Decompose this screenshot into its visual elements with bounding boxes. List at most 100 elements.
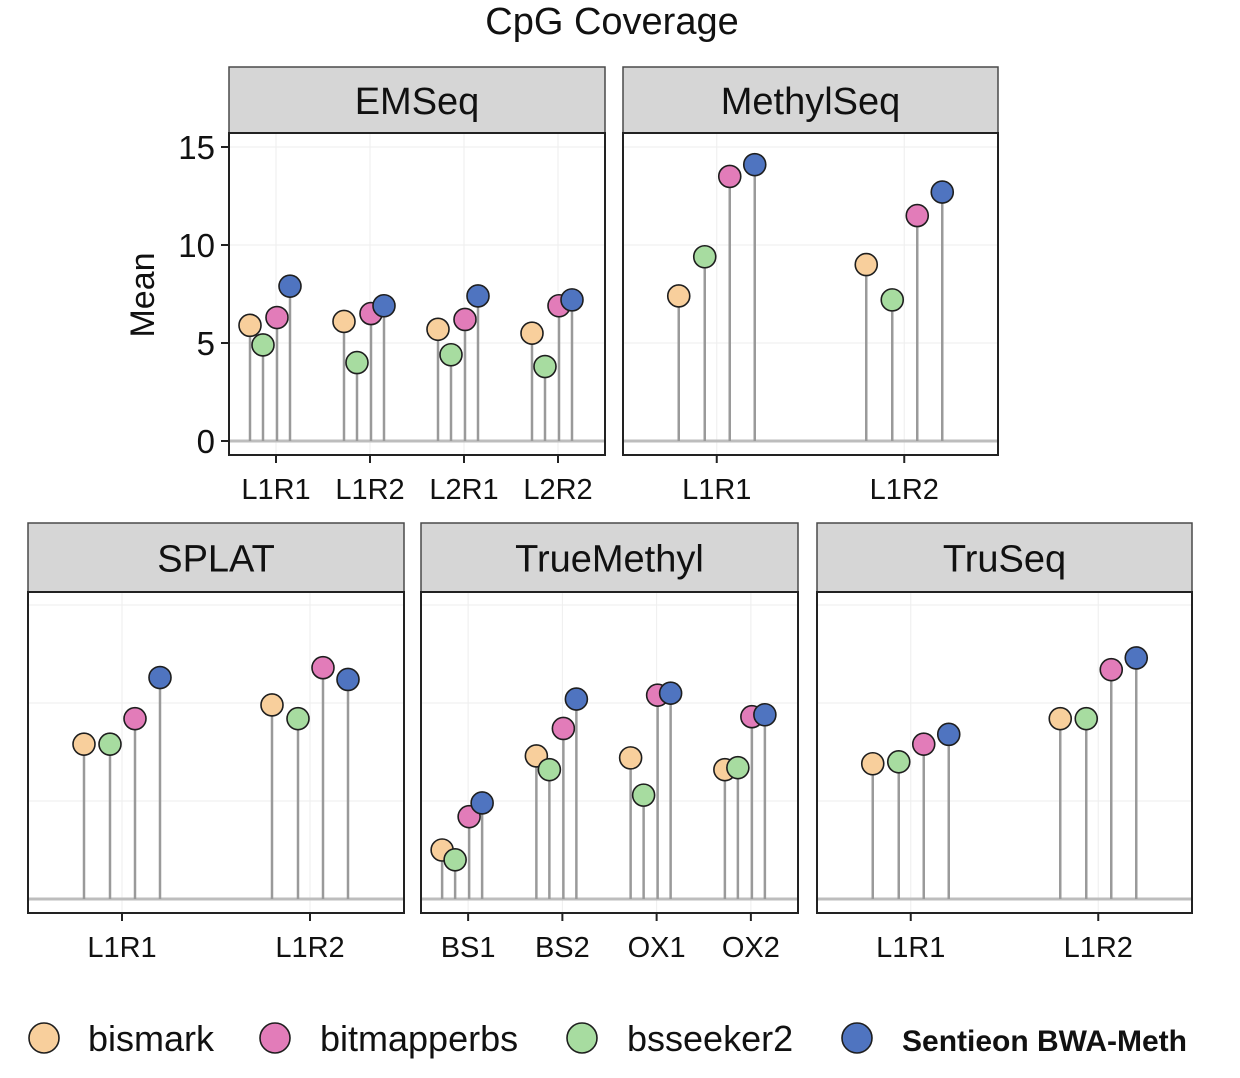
point-sentieon-bwa-meth	[658, 681, 683, 706]
point-bitmapperbs	[717, 164, 742, 189]
facet-strip-methylseq	[622, 66, 999, 134]
legend-swatch-sentieon-bwa-meth	[841, 1022, 873, 1054]
point-bsseeker2	[286, 706, 310, 731]
point-bsseeker2	[631, 783, 656, 807]
facet-truemethyl: TrueMethyl BS1 BS2 OX1 OX2	[420, 522, 799, 964]
x-tick-label: L1R2	[1064, 932, 1133, 964]
x-tick-label: OX1	[628, 932, 686, 964]
facet-strip-truemethyl	[420, 522, 799, 593]
point-sentieon-bwa-meth	[148, 665, 172, 690]
y-tick-label: 10	[178, 227, 215, 264]
point-sentieon-bwa-meth	[560, 288, 584, 312]
legend-item-bismark: bismark	[28, 1018, 215, 1059]
legend-item-sentieon-bwa-meth: Sentieon BWA-Meth	[841, 1022, 1187, 1058]
point-bismark	[332, 309, 356, 334]
x-tick-label: L1R1	[876, 932, 945, 964]
point-bsseeker2	[443, 847, 467, 872]
point-sentieon-bwa-meth	[753, 702, 777, 727]
point-bsseeker2	[537, 757, 562, 782]
legend-label-sentieon-bwa-meth: Sentieon BWA-Meth	[902, 1025, 1187, 1058]
point-bsseeker2	[726, 755, 750, 780]
point-bsseeker2	[439, 342, 463, 367]
facet-label-truemethyl: TrueMethyl	[515, 539, 704, 581]
legend-item-bitmapperbs: bitmapperbs	[259, 1018, 518, 1059]
legend-item-bsseeker2: bsseeker2	[566, 1018, 793, 1059]
x-tick-label: BS2	[535, 932, 590, 964]
point-bsseeker2	[1074, 706, 1099, 731]
x-tick-label: L1R1	[241, 474, 310, 506]
point-sentieon-bwa-meth	[466, 284, 490, 308]
panel-frame	[816, 591, 1193, 914]
point-bitmapperbs	[1099, 657, 1124, 682]
point-bitmapperbs	[123, 706, 147, 731]
point-sentieon-bwa-meth	[936, 722, 961, 747]
point-bismark	[860, 751, 885, 776]
panel-frame	[622, 132, 999, 456]
point-bsseeker2	[886, 749, 911, 774]
y-tick-label: 0	[197, 423, 215, 460]
legend-swatch-bismark	[28, 1022, 60, 1054]
x-tick-label: L1R1	[87, 932, 156, 964]
point-bitmapperbs	[911, 732, 936, 756]
point-bitmapperbs	[265, 305, 289, 330]
legend-label-bitmapperbs: bitmapperbs	[320, 1018, 518, 1059]
facet-splat: SPLAT L1R1 L1R2	[27, 522, 405, 964]
point-bsseeker2	[98, 732, 122, 756]
x-tick-label: BS1	[441, 932, 496, 964]
point-bismark	[72, 732, 96, 756]
point-sentieon-bwa-meth	[930, 180, 955, 204]
point-bismark	[854, 252, 879, 277]
panel-frame	[27, 591, 405, 914]
facet-label-emseq: EMSeq	[355, 81, 480, 123]
legend-swatch-bitmapperbs	[259, 1022, 291, 1054]
legend-label-bismark: bismark	[88, 1018, 215, 1059]
point-bsseeker2	[251, 333, 275, 357]
point-bsseeker2	[692, 244, 717, 269]
facet-label-truseq: TruSeq	[943, 539, 1066, 581]
point-bismark	[618, 746, 643, 770]
x-tick-label: L1R1	[682, 474, 751, 506]
x-tick-label: OX2	[722, 932, 780, 964]
point-bismark	[1048, 706, 1073, 731]
y-tick-label: 15	[178, 129, 215, 166]
chart-title: CpG Coverage	[485, 1, 738, 43]
x-tick-label: L2R1	[429, 474, 498, 506]
facet-strip-splat	[27, 522, 405, 593]
point-sentieon-bwa-meth	[564, 687, 589, 711]
point-bitmapperbs	[551, 716, 576, 741]
facet-truseq: TruSeq L1R1 L1R2	[816, 522, 1193, 964]
point-bsseeker2	[345, 350, 369, 375]
point-sentieon-bwa-meth	[372, 293, 396, 318]
point-bismark	[666, 284, 691, 308]
legend: bismark bitmapperbs bsseeker2 Sentieon BWA-…	[28, 1018, 1187, 1059]
facet-panels: EMSeq L1R1 L1R2 L2R1 L2R2 0 5 10 15 MethylSeq L1R1…	[27, 66, 1193, 964]
point-sentieon-bwa-meth	[470, 791, 494, 815]
facet-strip-truseq	[816, 522, 1193, 593]
x-tick-label: L1R2	[335, 474, 404, 506]
panel-frame	[420, 591, 799, 914]
point-bismark	[238, 313, 262, 338]
point-bsseeker2	[533, 354, 557, 379]
legend-label-bsseeker2: bsseeker2	[627, 1018, 793, 1059]
panel-frame	[228, 132, 606, 456]
y-tick-label: 5	[197, 325, 215, 362]
x-tick-label: L1R2	[275, 932, 344, 964]
point-sentieon-bwa-meth	[336, 667, 360, 692]
facet-emseq: EMSeq L1R1 L1R2 L2R1 L2R2 0 5 10 15	[178, 66, 606, 506]
point-sentieon-bwa-meth	[278, 274, 302, 298]
facet-label-methylseq: MethylSeq	[721, 81, 901, 123]
point-sentieon-bwa-meth	[1124, 646, 1149, 670]
legend-swatch-bsseeker2	[566, 1022, 598, 1054]
point-bsseeker2	[880, 288, 905, 312]
point-bismark	[520, 321, 544, 346]
point-bismark	[260, 693, 284, 717]
point-bitmapperbs	[311, 655, 335, 680]
x-tick-label: L2R2	[523, 474, 592, 506]
facet-strip-emseq	[228, 66, 606, 134]
x-tick-label: L1R2	[870, 474, 939, 506]
y-axis-label: Mean	[124, 252, 162, 337]
point-bitmapperbs	[905, 203, 930, 228]
point-sentieon-bwa-meth	[742, 152, 767, 177]
facet-methylseq: MethylSeq L1R1 L1R2	[622, 66, 999, 506]
